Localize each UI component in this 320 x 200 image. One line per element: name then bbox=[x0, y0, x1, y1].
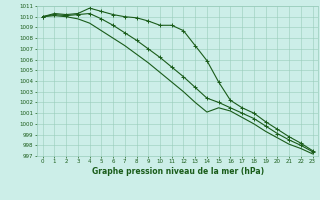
X-axis label: Graphe pression niveau de la mer (hPa): Graphe pression niveau de la mer (hPa) bbox=[92, 167, 264, 176]
